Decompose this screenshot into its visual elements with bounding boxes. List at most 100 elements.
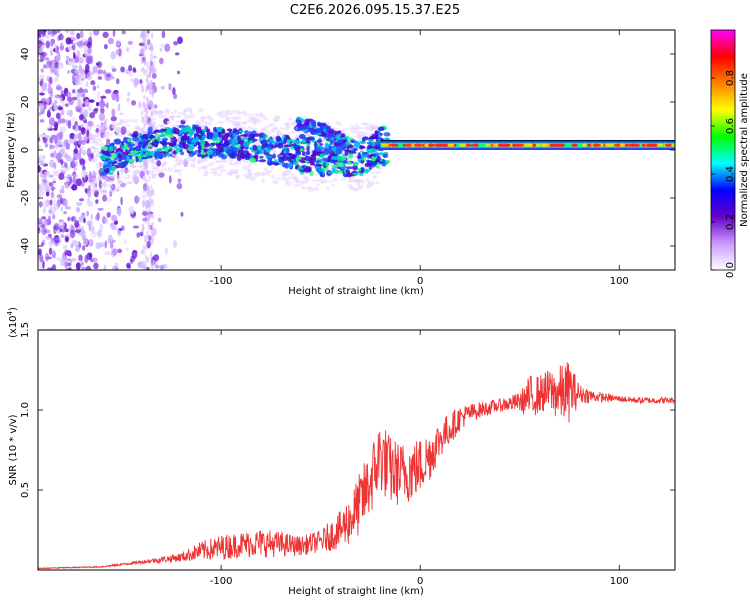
spectrogram-noise-cell [66,165,71,171]
spectrogram-noise-cell [79,30,84,39]
spectrogram-halo-cell [351,130,359,134]
spectrogram-noise-cell [56,30,61,34]
spectrogram-ridge-cell [335,148,343,155]
spectrogram-noise-cell [151,90,154,96]
spectrogram-noise-cell [98,112,106,122]
spectrogram-halo-cell [287,172,295,176]
spectrogram-halo-cell [355,180,363,183]
spectrogram-halo-cell [291,120,297,125]
spectrogram-ridge-cell [304,155,312,161]
spectrogram-halo-cell [150,117,157,122]
spectrogram-halo-cell [207,162,214,167]
spectrogram-noise-cell [79,114,85,121]
spectrogram-noise-cell [71,215,77,222]
spectrogram-tone-peak [425,143,429,147]
spectrogram-halo-cell [259,113,264,117]
spectrogram-noise-cell [52,60,56,65]
spectrogram-noise-cell [88,175,95,183]
spectrogram-halo-cell [228,170,235,175]
spectrogram-ridge-cell [356,155,362,159]
spectrogram-noise-cell [48,211,54,215]
spectrogram-halo-cell [126,132,132,137]
spectrogram-halo-cell [130,118,134,123]
spectrogram-noise-cell [53,103,58,111]
spectrogram-noise-cell [65,146,70,150]
spectrogram-halo-cell [208,171,216,174]
spectrogram-halo-cell [136,165,141,169]
spectrogram-halo-cell [170,115,176,120]
spectrogram-halo-cell [354,178,362,183]
spectrogram-halo-cell [164,108,170,113]
spectrogram-noise-cell [148,87,151,93]
spectrogram-noise-cell [149,190,152,198]
spectrogram-noise-cell [142,248,146,256]
spectrogram-halo-cell [242,121,248,125]
spectrogram-noise-cell [93,30,100,36]
spectrogram-noise-cell [115,40,121,47]
spectrogram-halo-cell [365,177,370,183]
spectrogram-halo-cell [116,123,123,126]
spectrogram-ridge-cell [229,153,236,159]
spectrogram-halo-cell [275,131,283,136]
spectrogram-halo-cell [272,180,277,184]
spectrogram-noise-cell [47,109,51,118]
spectrogram-halo-cell [90,151,96,155]
spectrogram-halo-cell [174,162,181,166]
spectrogram-ridge-cell [225,148,233,154]
spectrogram-noise-cell [48,247,53,255]
spectrogram-tone-peak [499,143,509,147]
spectrogram-ridge-cell [248,131,253,135]
spectrogram-halo-cell [97,130,102,134]
spectrogram-noise-cell [71,117,76,122]
spectrogram-ridge-cell [331,153,338,157]
spectrogram-halo-cell [303,177,310,182]
spectrogram-halo-cell [369,123,375,129]
spectrogram-halo-cell [139,164,145,169]
spectrogram-noise-cell [117,103,121,112]
spectrogram-halo-cell [242,121,247,125]
spectrogram-halo-cell [214,170,218,176]
spectrogram-halo-cell [128,181,133,184]
spectrogram-ridge-cell [306,145,310,152]
spectrogram-halo-cell [217,120,224,125]
spectrogram-noise-cell [49,144,56,150]
spectrogram-halo-cell [226,171,232,176]
spectrogram-noise-cell [49,205,53,212]
snr-ylabel: SNR (10 * v/v) [8,414,19,485]
spectrogram-ridge-cell [180,135,188,141]
spectrogram-noise-cell [109,190,113,197]
spectrogram-noise-cell [81,266,87,270]
spectrogram-halo-cell [153,110,160,116]
spectrogram-noise-cell [65,103,69,107]
spectrogram-noise-cell [104,217,108,224]
spectrogram-noise-cell [78,254,83,262]
spectrogram-noise-cell [86,210,90,217]
spectrogram-ridge-cell [382,153,387,158]
spectrogram-noise-cell [62,145,65,153]
spectrogram-ridge-cell [117,153,122,159]
spectrogram-halo-cell [315,183,320,186]
spectrogram-halo-cell [206,114,211,118]
spectrogram-halo-cell [119,120,123,125]
spectrogram-noise-cell [150,227,157,237]
spectrogram-noise-cell [104,240,107,249]
spectrogram-noise-cell [128,205,135,215]
spectrogram-halo-cell [273,116,280,122]
spectrogram-ridge-cell [259,155,264,159]
spectrogram-ridge-cell [154,132,159,137]
spectrogram-noise-cell [117,180,124,185]
spectrogram-noise-cell [74,220,80,228]
spectrogram-noise-cell [145,184,149,191]
spectrogram-halo-cell [233,171,238,174]
spectrogram-noise-cell [127,40,133,46]
spectrogram-ridge-cell [259,148,264,155]
spectrogram-noise-cell [128,70,133,77]
spectrogram-noise-cell [123,239,127,245]
spectrogram-halo-cell [116,174,120,178]
spectrogram-ridge-cell [226,128,233,132]
spectrogram-noise-cell [70,30,75,36]
spectrogram-ridge-cell [258,159,267,163]
spectrogram-halo-cell [101,127,106,132]
spectrogram-noise-cell [151,157,154,164]
spectrogram-halo-cell [290,121,297,127]
